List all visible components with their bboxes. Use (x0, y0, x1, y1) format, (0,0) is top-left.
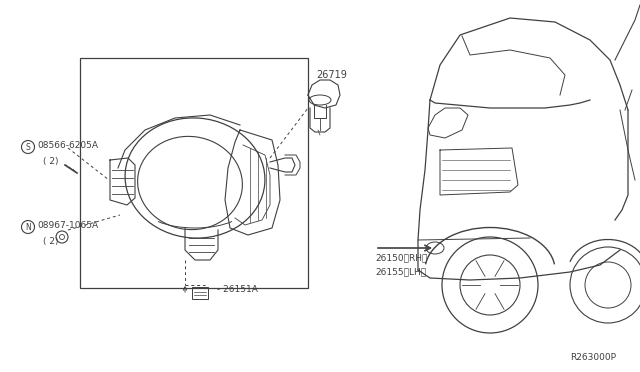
Bar (192, 287, 208, 299)
Text: 08566-6205A: 08566-6205A (37, 141, 98, 150)
Text: 08967-1065A: 08967-1065A (37, 221, 98, 230)
Text: ( 2): ( 2) (43, 157, 58, 166)
Text: S: S (26, 142, 30, 151)
Text: 26155〈LH〉: 26155〈LH〉 (375, 267, 426, 276)
Text: - 26151A: - 26151A (217, 285, 258, 294)
Text: N: N (25, 222, 31, 231)
Bar (80, 58, 308, 288)
Text: R263000P: R263000P (570, 353, 616, 362)
Text: 26719: 26719 (316, 70, 347, 80)
Text: 26150〈RH〉: 26150〈RH〉 (375, 253, 428, 263)
Text: ( 2): ( 2) (43, 237, 58, 246)
